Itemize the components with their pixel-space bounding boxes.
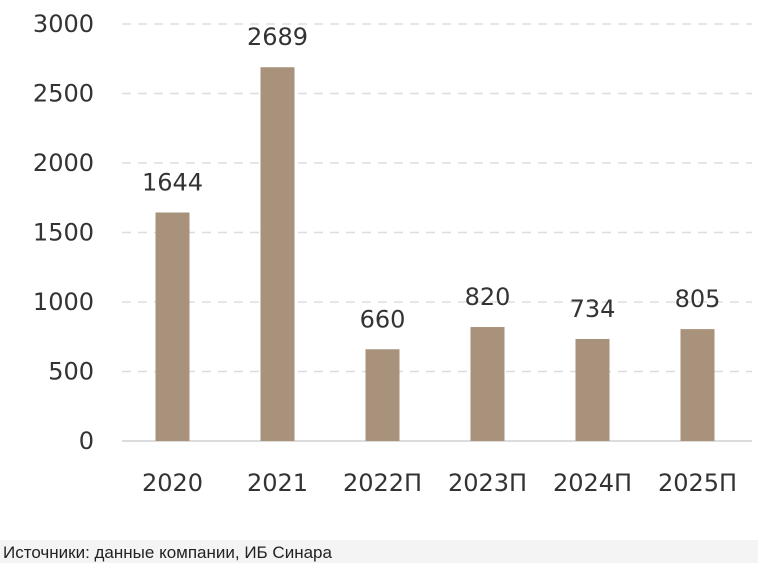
source-note: Источники: данные компании, ИБ Синара: [3, 543, 332, 562]
y-tick-label: 3000: [33, 10, 94, 38]
y-tick-label: 0: [79, 427, 94, 455]
bars: [155, 67, 715, 441]
bar: [155, 212, 190, 441]
data-label: 734: [570, 295, 616, 323]
y-tick-label: 2000: [33, 149, 94, 177]
data-label: 805: [675, 285, 721, 313]
chart-area: 0 500 1000 1500 2000 2500 3000 1644 2689 660 820 7…: [33, 10, 752, 497]
bar-chart: 0 500 1000 1500 2000 2500 3000 1644 2689 660 820 7…: [33, 10, 752, 497]
x-category-label: 2022П: [343, 469, 422, 497]
y-axis-ticks: 0 500 1000 1500 2000 2500 3000: [33, 10, 94, 455]
bar: [260, 67, 295, 441]
y-tick-label: 500: [48, 358, 94, 386]
y-tick-label: 2500: [33, 80, 94, 108]
bar: [470, 327, 505, 441]
x-category-label: 2020: [142, 469, 203, 497]
data-label: 2689: [247, 23, 308, 51]
data-label: 820: [465, 283, 511, 311]
bar: [575, 338, 610, 441]
data-label: 660: [360, 305, 406, 333]
gridlines: [122, 23, 752, 442]
bar: [680, 329, 715, 441]
data-labels: 1644 2689 660 820 734 805: [142, 23, 720, 333]
x-category-label: 2024П: [553, 469, 632, 497]
data-label: 1644: [142, 168, 203, 196]
y-tick-label: 1500: [33, 219, 94, 247]
source-strip: [0, 540, 758, 563]
y-tick-label: 1000: [33, 288, 94, 316]
x-category-label: 2025П: [658, 469, 737, 497]
x-axis-categories: 2020 2021 2022П 2023П 2024П 2025П: [142, 469, 737, 497]
x-category-label: 2023П: [448, 469, 527, 497]
bar: [365, 349, 400, 441]
x-category-label: 2021: [247, 469, 308, 497]
